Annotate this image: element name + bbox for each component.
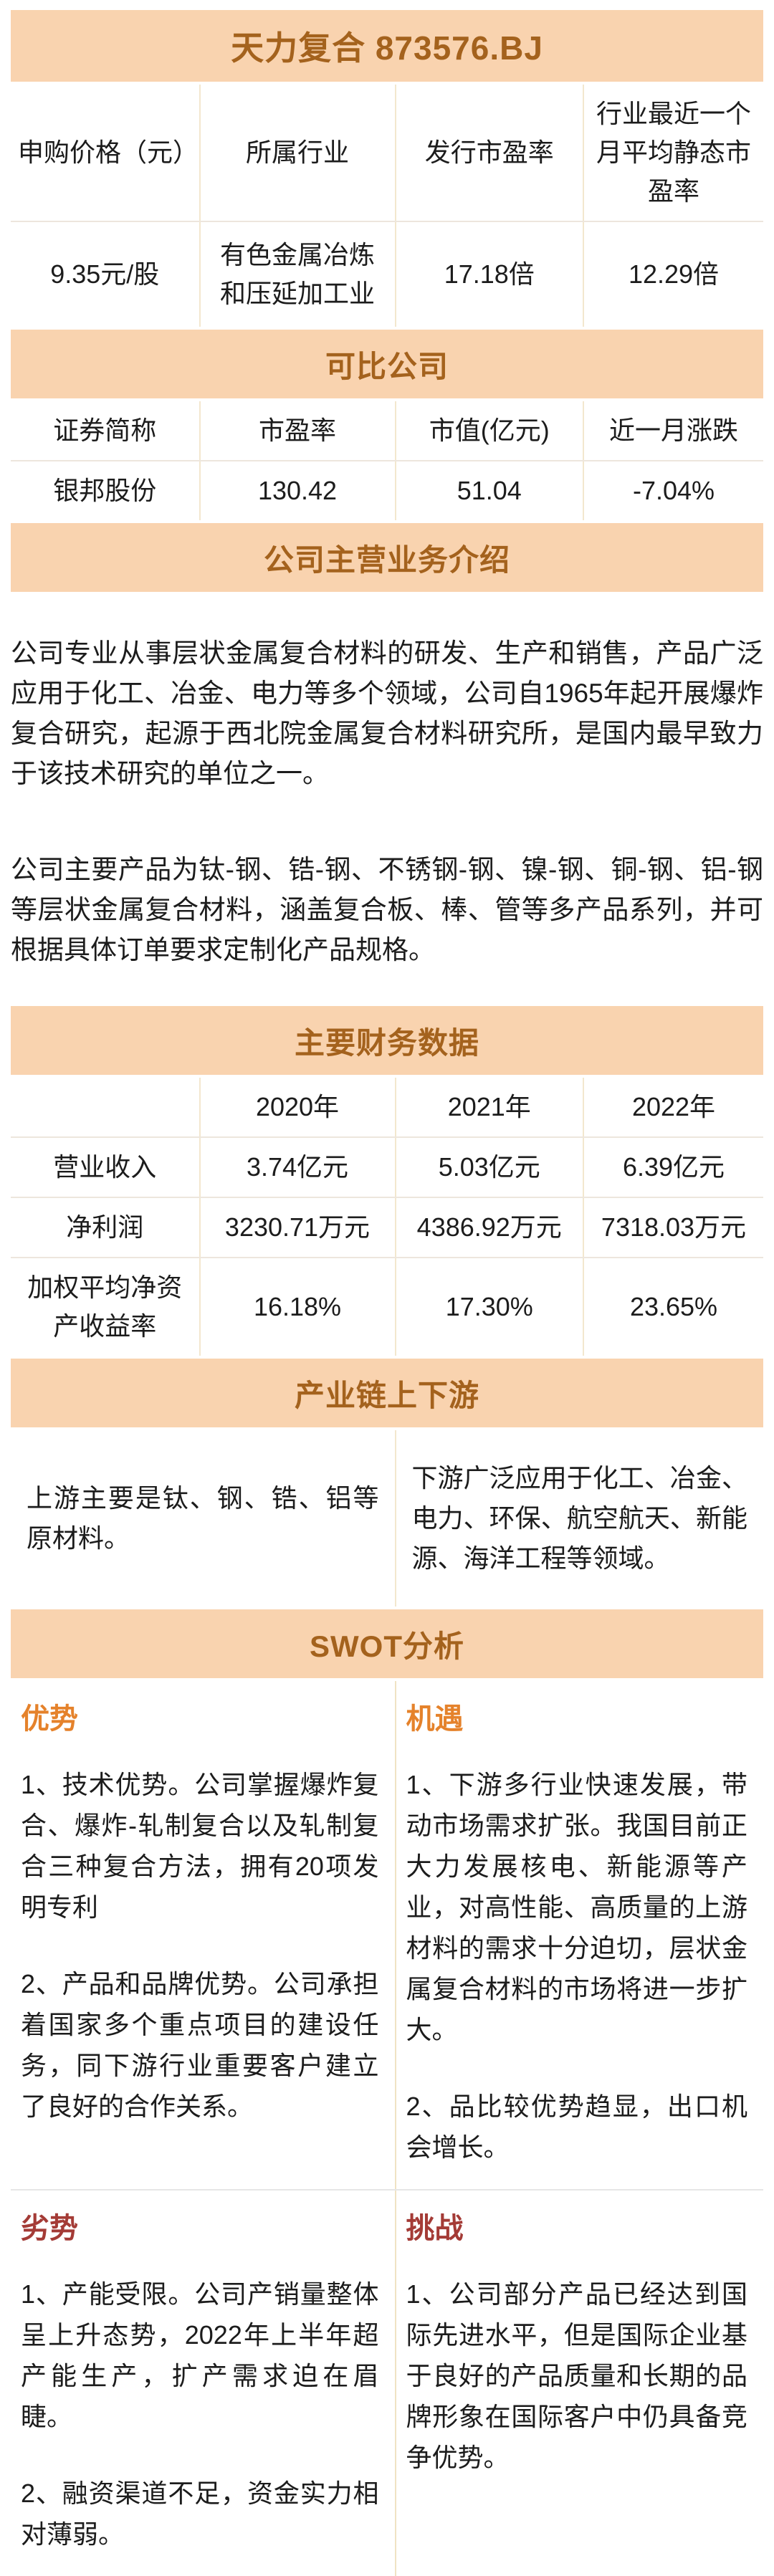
comparable-value-monthly-change: -7.04%	[583, 461, 763, 520]
comparable-header-marketcap: 市值(亿元)	[394, 401, 583, 460]
ipo-header-subscription-price: 申购价格（元）	[18, 138, 199, 167]
swot-opportunities-cell: 机遇 1、下游多行业快速发展，带动市场需求扩张。我国目前正大力发展核电、新能源等…	[394, 1681, 764, 2189]
business-paragraph-2: 公司主要产品为钛-钢、锆-钢、不锈钢-钢、镍-钢、铜-钢、铝-钢等层状金属复合材…	[11, 855, 763, 964]
financial-netprofit-2021: 4386.92万元	[394, 1198, 583, 1257]
financial-year-2020: 2020年	[199, 1078, 395, 1136]
page-title-band: 天力复合 873576.BJ	[11, 10, 763, 82]
financial-roe-2021: 17.30%	[394, 1258, 583, 1356]
swot-top-row: 优势 1、技术优势。公司掌握爆炸复合、爆炸-轧制复合以及轧制复合三种复合方法，拥…	[11, 1681, 763, 2189]
swot-section-band: SWOT分析	[11, 1609, 763, 1678]
ipo-header-industry-avg-pe: 行业最近一个月平均静态市盈率	[583, 85, 763, 221]
swot-strengths-cell: 优势 1、技术优势。公司掌握爆炸复合、爆炸-轧制复合以及轧制复合三种复合方法，拥…	[11, 1681, 395, 2189]
industry-chain-section-title: 产业链上下游	[294, 1378, 479, 1412]
financial-year-2021: 2021年	[394, 1078, 583, 1136]
comparable-section-title: 可比公司	[325, 349, 449, 383]
business-section-band: 公司主营业务介绍	[11, 523, 763, 592]
swot-bottom-row: 劣势 1、产能受限。公司产销量整体呈上升态势，2022年上半年超产能生产，扩产需…	[11, 2189, 763, 2576]
comparable-value-marketcap: 51.04	[394, 461, 583, 520]
swot-weaknesses-label: 劣势	[21, 2213, 78, 2244]
financial-revenue-row: 营业收入 3.74亿元 5.03亿元 6.39亿元	[11, 1136, 763, 1197]
swot-challenges-cell: 挑战 1、公司部分产品已经达到国际先进水平，但是国际企业基于良好的产品质量和长期…	[394, 2190, 764, 2576]
page-title: 天力复合 873576.BJ	[231, 29, 543, 67]
financial-netprofit-2022: 7318.03万元	[583, 1198, 763, 1257]
industry-chain-downstream: 下游广泛应用于化工、冶金、电力、环保、航空航天、新能源、海洋工程等领域。	[394, 1430, 764, 1607]
swot-opportunities-item-1: 1、下游多行业快速发展，带动市场需求扩张。我国目前正大力发展核电、新能源等产业，…	[406, 1770, 748, 2044]
comparable-data-row: 银邦股份 130.42 51.04 -7.04%	[11, 460, 763, 520]
swot-section-title: SWOT分析	[310, 1629, 464, 1663]
industry-chain-row: 上游主要是钛、钢、锆、铝等原材料。 下游广泛应用于化工、冶金、电力、环保、航空航…	[11, 1430, 763, 1607]
comparable-section-band: 可比公司	[11, 330, 763, 398]
swot-strengths-item-1: 1、技术优势。公司掌握爆炸复合、爆炸-轧制复合以及轧制复合三种复合方法，拥有20…	[21, 1770, 379, 1922]
swot-weaknesses-item-1: 1、产能受限。公司产销量整体呈上升态势，2022年上半年超产能生产，扩产需求迫在…	[21, 2279, 379, 2431]
financial-revenue-2021: 5.03亿元	[394, 1138, 583, 1197]
comparable-value-name: 银邦股份	[53, 476, 157, 505]
financial-roe-2022: 23.65%	[583, 1258, 763, 1356]
financial-revenue-2020: 3.74亿元	[199, 1138, 395, 1197]
financial-netprofit-label: 净利润	[66, 1212, 144, 1242]
ipo-value-subscription-price: 9.35元/股	[50, 259, 160, 289]
swot-opportunities-label: 机遇	[406, 1703, 464, 1735]
financial-section-band: 主要财务数据	[11, 1006, 763, 1075]
financial-revenue-label: 营业收入	[53, 1152, 157, 1182]
financial-section-title: 主要财务数据	[294, 1025, 479, 1060]
financial-year-2022: 2022年	[583, 1078, 763, 1136]
business-section-title: 公司主营业务介绍	[263, 542, 510, 577]
financial-corner-cell	[11, 1078, 199, 1136]
business-paragraph-1: 公司专业从事层状金属复合材料的研发、生产和销售，产品广泛应用于化工、冶金、电力等…	[11, 638, 763, 788]
financial-revenue-2022: 6.39亿元	[583, 1138, 763, 1197]
swot-challenges-item-1: 1、公司部分产品已经达到国际先进水平，但是国际企业基于良好的产品质量和长期的品牌…	[406, 2279, 748, 2472]
comparable-header-name: 证券简称	[53, 416, 157, 445]
financial-roe-label: 加权平均净资产收益率	[27, 1273, 183, 1341]
industry-chain-section-band: 产业链上下游	[11, 1359, 763, 1427]
swot-strengths-label: 优势	[21, 1703, 78, 1735]
ipo-table-value-row: 9.35元/股 有色金属冶炼和压延加工业 17.18倍 12.29倍	[11, 221, 763, 327]
swot-strengths-item-2: 2、产品和品牌优势。公司承担着国家多个重点项目的建设任务，同下游行业重要客户建立…	[21, 1969, 379, 2121]
financial-netprofit-row: 净利润 3230.71万元 4386.92万元 7318.03万元	[11, 1197, 763, 1257]
ipo-table-header-row: 申购价格（元） 所属行业 发行市盈率 行业最近一个月平均静态市盈率	[11, 85, 763, 221]
financial-year-header-row: 2020年 2021年 2022年	[11, 1078, 763, 1136]
comparable-header-monthly-change: 近一月涨跌	[583, 401, 763, 460]
financial-netprofit-2020: 3230.71万元	[199, 1198, 395, 1257]
ipo-value-industry: 有色金属冶炼和压延加工业	[199, 222, 395, 327]
comparable-value-pe: 130.42	[199, 461, 395, 520]
comparable-header-row: 证券简称 市盈率 市值(亿元) 近一月涨跌	[11, 401, 763, 460]
ipo-value-issue-pe: 17.18倍	[394, 222, 583, 327]
swot-weaknesses-cell: 劣势 1、产能受限。公司产销量整体呈上升态势，2022年上半年超产能生产，扩产需…	[11, 2190, 395, 2576]
financial-roe-row: 加权平均净资产收益率 16.18% 17.30% 23.65%	[11, 1257, 763, 1356]
swot-challenges-label: 挑战	[406, 2213, 464, 2244]
ipo-header-industry: 所属行业	[199, 85, 395, 221]
industry-chain-upstream: 上游主要是钛、钢、锆、铝等原材料。	[27, 1483, 379, 1553]
swot-opportunities-item-2: 2、品比较优势趋显，出口机会增长。	[406, 2092, 748, 2162]
ipo-header-issue-pe: 发行市盈率	[394, 85, 583, 221]
comparable-header-pe: 市盈率	[199, 401, 395, 460]
financial-roe-2020: 16.18%	[199, 1258, 395, 1356]
business-paragraphs: 公司专业从事层状金属复合材料的研发、生产和销售，产品广泛应用于化工、冶金、电力等…	[11, 595, 763, 1003]
swot-weaknesses-item-2: 2、融资渠道不足，资金实力相对薄弱。	[21, 2479, 379, 2549]
ipo-value-industry-avg-pe: 12.29倍	[583, 222, 763, 327]
